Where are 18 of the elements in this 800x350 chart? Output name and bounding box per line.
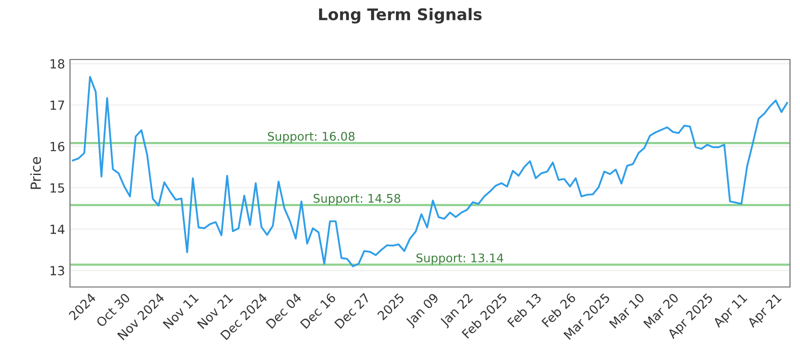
y-axis-title: Price — [30, 157, 41, 189]
y-tick-label: 13 — [50, 266, 64, 276]
x-tick-label: Apr 21 — [746, 292, 784, 330]
y-tick-label: 17 — [50, 100, 64, 110]
chart-title: Long Term Signals — [319, 8, 482, 24]
x-tick-label: Mar 10 — [608, 292, 645, 329]
ref-line-label: Support: 14.58 — [314, 194, 400, 206]
line-series — [72, 76, 788, 268]
ref-line-label: Support: 13.14 — [416, 253, 504, 265]
x-tick-label: Dec 27 — [334, 292, 370, 329]
y-tick-label: 18 — [50, 59, 64, 69]
x-tick-label: Feb 13 — [506, 292, 542, 328]
y-tick-label: 14 — [50, 224, 64, 234]
ref-line-label: Support: 16.08 — [268, 132, 355, 144]
x-tick-label: Apr 11 — [712, 292, 750, 330]
y-tick-label: 15 — [50, 183, 64, 193]
x-tick-label: Jan 09 — [404, 292, 441, 328]
y-tick-label: 16 — [50, 142, 64, 152]
